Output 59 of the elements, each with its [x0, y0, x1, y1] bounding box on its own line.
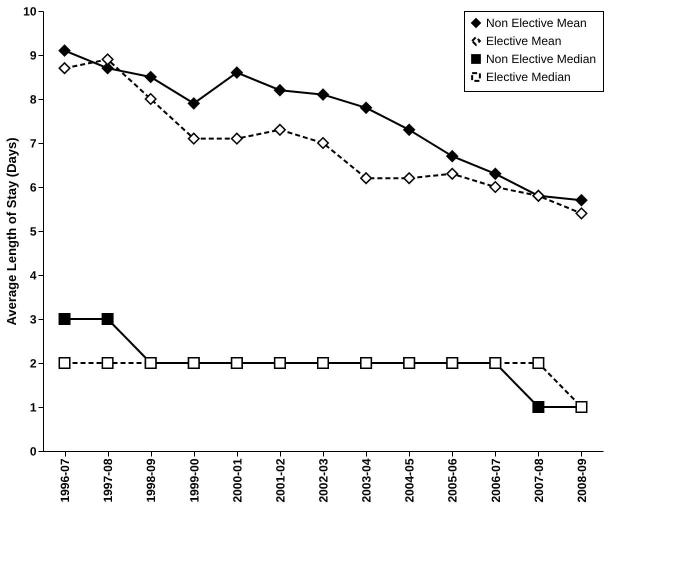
point [360, 102, 372, 114]
x-tick-label: 1999-00 [187, 458, 202, 503]
point [144, 71, 157, 83]
x-tick-label: 2002-03 [316, 458, 330, 503]
x-tick-label: 2001-02 [273, 458, 288, 503]
point [58, 313, 71, 325]
legend-label: Non Elective Median [486, 52, 596, 66]
point [58, 44, 71, 57]
point [489, 168, 502, 180]
y-axis-title: Average Length of Stay (Days) [4, 137, 20, 326]
x-tick-label: 2004-05 [402, 458, 417, 503]
point [102, 357, 114, 369]
point [102, 313, 114, 325]
point [58, 62, 71, 74]
point [317, 88, 329, 101]
point [144, 93, 157, 105]
point [403, 124, 416, 136]
point [360, 172, 372, 184]
point [575, 207, 588, 220]
point [58, 357, 71, 369]
x-tick-label: 2005-06 [446, 458, 460, 503]
y-tick-label: 1 [30, 400, 37, 414]
point [188, 132, 200, 145]
legend-label: Elective Mean [486, 34, 562, 48]
point [575, 194, 588, 206]
point [446, 168, 458, 180]
point [102, 62, 114, 74]
y-tick-label: 5 [30, 224, 37, 238]
x-tick-label: 2000-01 [230, 458, 244, 503]
point [317, 137, 329, 149]
point [403, 172, 416, 184]
y-tick-label: 10 [23, 4, 37, 18]
y-tick-label: 3 [30, 312, 37, 326]
y-tick-label: 2 [30, 356, 37, 370]
point [532, 401, 544, 413]
point [274, 124, 286, 136]
point [102, 53, 114, 66]
y-tick-label: 7 [30, 136, 37, 150]
point [532, 357, 544, 369]
x-tick-label: 2008-09 [574, 458, 589, 503]
point [230, 132, 243, 145]
y-tick-label: 8 [30, 92, 37, 106]
point [489, 181, 502, 193]
x-tick-label: 1998-09 [144, 458, 158, 503]
legend-label: Non Elective Mean [486, 16, 587, 30]
point [274, 84, 286, 96]
x-tick-label: 1996-07 [58, 458, 72, 503]
x-tick-label: 2006-07 [488, 458, 503, 503]
x-tick-label: 2003-04 [360, 458, 374, 503]
point [230, 66, 243, 79]
y-tick-label: 6 [30, 180, 37, 194]
y-tick-label: 4 [30, 268, 37, 282]
y-tick-label: 9 [30, 48, 37, 62]
y-tick-label: 0 [30, 444, 37, 458]
x-tick-label: 2007-08 [532, 458, 546, 503]
point [188, 97, 200, 110]
point [446, 150, 458, 162]
x-tick-label: 1997-08 [101, 458, 116, 503]
legend-label: Elective Median [486, 70, 571, 84]
